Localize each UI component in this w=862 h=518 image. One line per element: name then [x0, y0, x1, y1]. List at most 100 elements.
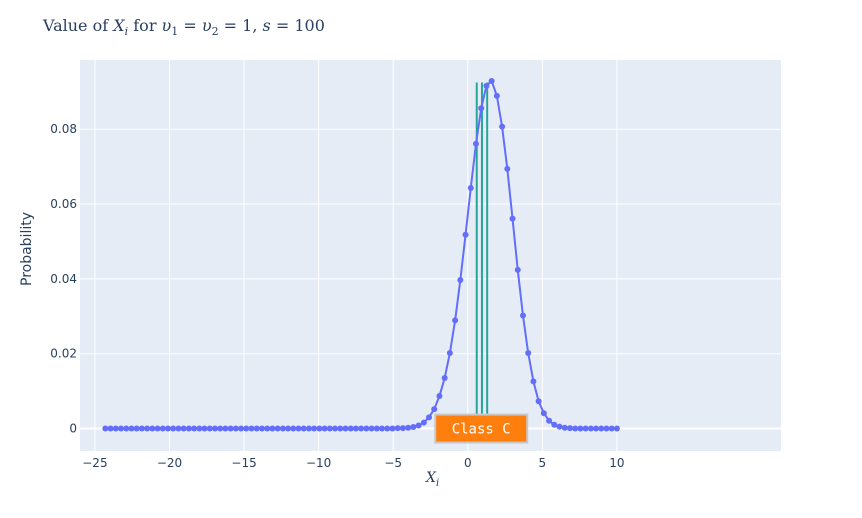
data-point: [258, 425, 265, 432]
data-point: [441, 375, 448, 382]
data-point: [379, 425, 386, 432]
data-point: [264, 425, 271, 432]
x-gridlines: [94, 60, 618, 451]
data-point: [415, 422, 422, 429]
data-point: [457, 277, 464, 284]
data-point: [243, 425, 250, 432]
plot-background: [80, 60, 781, 451]
y-tick-label: 0.06: [50, 197, 77, 211]
data-point: [211, 425, 218, 432]
x-tick-label: −20: [157, 456, 182, 470]
data-point: [587, 425, 594, 432]
x-tick-label: −25: [82, 456, 107, 470]
data-point: [248, 425, 255, 432]
data-point: [300, 425, 307, 432]
data-point: [551, 421, 558, 428]
title-part: X: [111, 16, 125, 35]
data-point: [352, 425, 359, 432]
data-point: [185, 425, 192, 432]
title-part: Value of: [42, 16, 113, 35]
title-part: 1: [171, 25, 178, 38]
data-point: [128, 425, 135, 432]
annotation-label: Class C: [452, 422, 511, 438]
data-point: [144, 425, 151, 432]
data-point: [593, 425, 600, 432]
data-point: [405, 424, 412, 431]
data-point: [175, 425, 182, 432]
title-part: s: [263, 16, 271, 35]
annotation-box: [434, 413, 529, 444]
data-point: [305, 425, 312, 432]
data-point: [493, 92, 500, 99]
data-point: [483, 82, 490, 89]
data-point: [373, 425, 380, 432]
data-point: [446, 349, 453, 356]
y-tick-label: 0: [69, 422, 77, 436]
data-point: [170, 425, 177, 432]
data-point: [321, 425, 328, 432]
data-point: [572, 425, 579, 432]
title-part: for: [128, 16, 161, 35]
data-point: [399, 425, 406, 432]
title-part: =: [178, 16, 202, 35]
y-tick-label: 0.02: [50, 347, 77, 361]
data-point: [332, 425, 339, 432]
title-part: 2: [212, 25, 219, 38]
data-point: [316, 425, 323, 432]
data-point: [394, 425, 401, 432]
x-tick-label: 5: [539, 456, 547, 470]
data-point: [598, 425, 605, 432]
title-part: υ: [162, 16, 172, 35]
data-point: [535, 398, 542, 405]
data-point: [420, 419, 427, 426]
data-point: [238, 425, 245, 432]
data-point: [102, 425, 109, 432]
data-point: [290, 425, 297, 432]
data-point: [123, 425, 130, 432]
title-part: = 1,: [219, 16, 263, 35]
data-point: [159, 425, 166, 432]
data-point: [384, 425, 391, 432]
data-point: [191, 425, 198, 432]
data-point: [342, 425, 349, 432]
data-point: [540, 410, 547, 417]
data-point: [347, 425, 354, 432]
data-point: [410, 424, 417, 431]
data-point: [556, 423, 563, 430]
data-point: [311, 425, 318, 432]
data-point: [603, 425, 610, 432]
data-point: [488, 77, 495, 84]
y-tick-label: 0.08: [50, 122, 77, 136]
data-point: [227, 425, 234, 432]
title-part: = 100: [271, 16, 325, 35]
y-tick-label: 0.04: [50, 272, 77, 286]
data-point: [180, 425, 187, 432]
data-point: [217, 425, 224, 432]
data-point: [436, 392, 443, 399]
data-point: [295, 425, 302, 432]
data-point: [253, 425, 260, 432]
x-tick-label: −15: [231, 456, 256, 470]
data-point: [164, 425, 171, 432]
data-point: [613, 425, 620, 432]
data-point: [118, 425, 125, 432]
x-tick-label: 0: [464, 456, 472, 470]
data-point: [368, 425, 375, 432]
data-point: [138, 425, 145, 432]
data-point: [279, 425, 286, 432]
data-point: [499, 123, 506, 130]
data-point: [201, 425, 208, 432]
data-point: [133, 425, 140, 432]
data-point: [566, 425, 573, 432]
data-point: [285, 425, 292, 432]
data-point: [196, 425, 203, 432]
data-point: [546, 417, 553, 424]
data-point: [530, 378, 537, 385]
data-point: [582, 425, 589, 432]
class-annotation: Class C: [434, 413, 529, 444]
data-point: [149, 425, 156, 432]
x-tick-label: 10: [609, 456, 624, 470]
data-point: [112, 425, 119, 432]
x-tick-labels: −25 −20 −15 −10 −5 0 5 10: [82, 456, 624, 470]
